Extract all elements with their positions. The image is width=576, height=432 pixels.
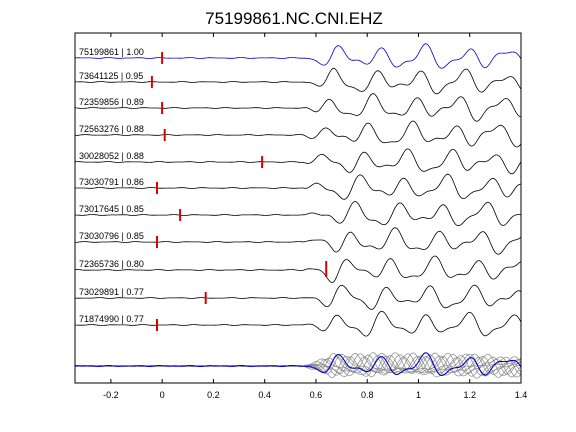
waveform-trace [74,284,522,310]
waveform-trace [75,227,522,255]
x-tick-label: 1.4 [515,390,528,400]
traces-layer [74,43,522,337]
trace-label: 73029891 | 0.77 [79,287,144,297]
trace-label: 73030791 | 0.86 [79,177,144,187]
x-tick-label: 0.8 [361,390,374,400]
x-tick-label: -0.2 [103,390,119,400]
picks-layer [150,52,328,331]
x-tick-label: 0.6 [310,390,323,400]
stack-reference-trace [74,352,522,376]
trace-label: 72563276 | 0.88 [79,124,144,134]
trace-label: 75199861 | 1.00 [79,47,144,57]
waveform-trace [75,200,522,227]
waveform-trace [74,173,522,200]
chart-title: 75199861.NC.CNI.EHZ [205,9,383,28]
trace-label: 72365736 | 0.80 [79,259,144,269]
waveform-trace [74,43,522,69]
labels-layer: 75199861 | 1.00 73641125 | 0.95 72359856 |… [79,47,144,324]
x-tick-label: 1.2 [463,390,476,400]
trace-label: 73030796 | 0.85 [79,231,144,241]
stack-overlay-trace [74,352,522,378]
x-tick-label: 0.4 [258,390,271,400]
trace-label: 30028052 | 0.88 [79,151,144,161]
axes-frame [74,32,522,384]
stack-overlay-trace [75,352,522,378]
trace-label: 72359856 | 0.89 [79,97,144,107]
x-axis: -0.2 0 0.2 0.4 0.6 0.8 1 1.2 1.4 [103,33,527,400]
stack-overlay-trace [75,352,522,378]
waveform-trace [75,255,522,284]
waveform-trace [74,120,522,148]
trace-label: 73017645 | 0.85 [79,204,144,214]
trace-label: 73641125 | 0.95 [79,71,143,81]
x-tick-label: 0 [160,390,165,400]
stack-layer [74,352,522,379]
x-tick-label: 0.2 [207,390,220,400]
waveform-trace [75,310,522,337]
waveform-trace [74,93,522,122]
waveform-trace [75,67,522,95]
trace-label: 71874990 | 0.77 [79,314,144,324]
waveform-trace [75,148,522,175]
x-tick-label: 1 [416,390,421,400]
